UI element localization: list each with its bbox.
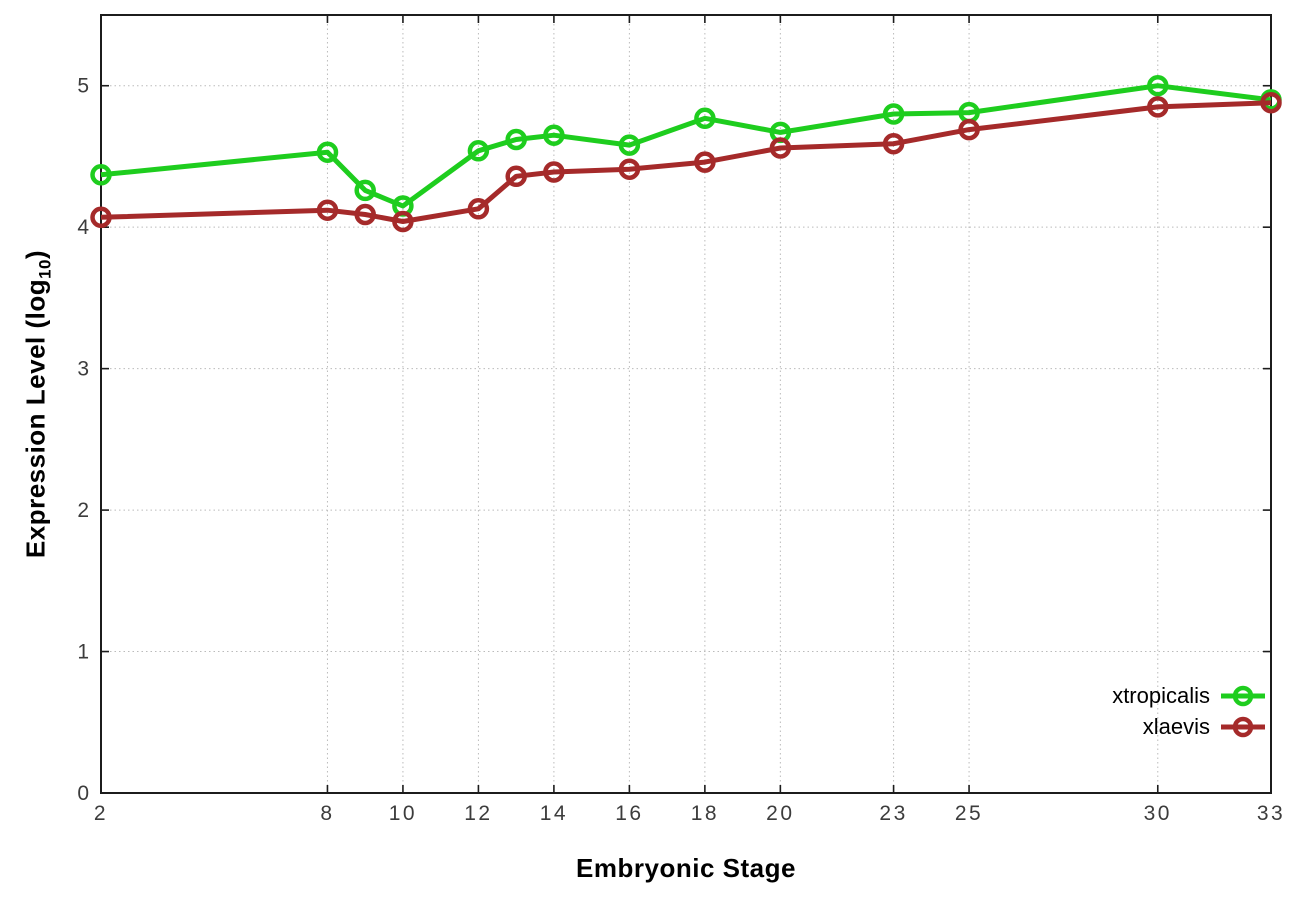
legend-marker-xtropicalis (1221, 685, 1265, 707)
legend-item-xlaevis: xlaevis (1143, 714, 1266, 740)
y-tick-label: 3 (77, 358, 90, 381)
gridlines (101, 15, 1272, 793)
x-tick-label: 8 (320, 802, 334, 825)
legend-label-xtropicalis: xtropicalis (1112, 683, 1210, 708)
xtropicalis-marker (694, 107, 716, 130)
legend-point-sample (1232, 716, 1254, 738)
x-axis-title: Embryonic Stage (576, 853, 796, 883)
xlaevis-line (100, 100, 1272, 224)
xlaevis-marker (618, 158, 641, 180)
xtropicalis-line (100, 83, 1272, 209)
xlaevis-marker (90, 206, 112, 229)
tick-marks (100, 15, 1272, 794)
legend-marker-xlaevis (1221, 716, 1265, 738)
y-axis-title-text: Expression Level (log (20, 278, 51, 559)
legend-label-xlaevis: xlaevis (1142, 714, 1210, 739)
xtropicalis-marker (354, 179, 376, 202)
x-tick-label: 30 (1144, 802, 1172, 825)
x-tick-label: 14 (540, 802, 568, 825)
y-axis-title: Expression Level (log10) (20, 250, 55, 558)
y-tick-label: 1 (77, 641, 90, 664)
y-tick-labels: 0 1 2 3 4 5 (77, 75, 90, 805)
xlaevis-marker (467, 198, 490, 220)
xtropicalis-marker (505, 128, 527, 151)
xtropicalis-marker (543, 124, 565, 146)
x-tick-label: 25 (955, 802, 983, 825)
xtropicalis-marker (467, 140, 490, 162)
y-axis-title-suffix: ) (20, 249, 51, 260)
y-axis-title-subscript: 10 (35, 259, 55, 279)
x-tick-label: 16 (615, 802, 643, 825)
xlaevis-marker (769, 137, 792, 159)
xlaevis-marker (694, 151, 716, 173)
xtropicalis-marker (618, 134, 641, 156)
xlaevis-marker (1260, 91, 1282, 114)
y-tick-label: 4 (77, 216, 90, 239)
x-tick-label: 20 (766, 802, 794, 825)
xlaevis-marker (316, 199, 339, 221)
xlaevis-marker (882, 132, 905, 155)
x-tick-labels: 2 8 10 12 14 16 18 20 23 25 30 33 (94, 802, 1285, 825)
x-tick-label: 33 (1257, 802, 1285, 825)
xlaevis-marker (543, 161, 565, 183)
xtropicalis-marker (316, 141, 339, 163)
legend-point-sample (1232, 685, 1254, 707)
xtropicalis-marker (90, 164, 112, 186)
xlaevis-marker (1147, 96, 1169, 118)
plot-border (100, 14, 1272, 794)
x-tick-label: 23 (879, 802, 907, 825)
y-tick-label: 5 (77, 75, 90, 98)
xlaevis-marker (354, 203, 376, 226)
xtropicalis-marker (882, 103, 905, 125)
xlaevis-marker (392, 210, 414, 233)
xtropicalis-marker (1147, 74, 1169, 97)
legend-item-xtropicalis: xtropicalis (1112, 683, 1266, 709)
x-tick-label: 12 (464, 802, 492, 825)
series-xlaevis (90, 91, 1282, 233)
y-tick-label: 2 (77, 499, 90, 522)
legend: xtropicalis xlaevis (1112, 683, 1266, 740)
x-tick-label: 2 (94, 802, 108, 825)
x-tick-label: 10 (389, 802, 417, 825)
xlaevis-marker (505, 165, 527, 188)
y-tick-label: 0 (77, 782, 90, 805)
series-xtropicalis (90, 74, 1282, 217)
xlaevis-marker (958, 118, 980, 141)
x-tick-label: 18 (691, 802, 719, 825)
